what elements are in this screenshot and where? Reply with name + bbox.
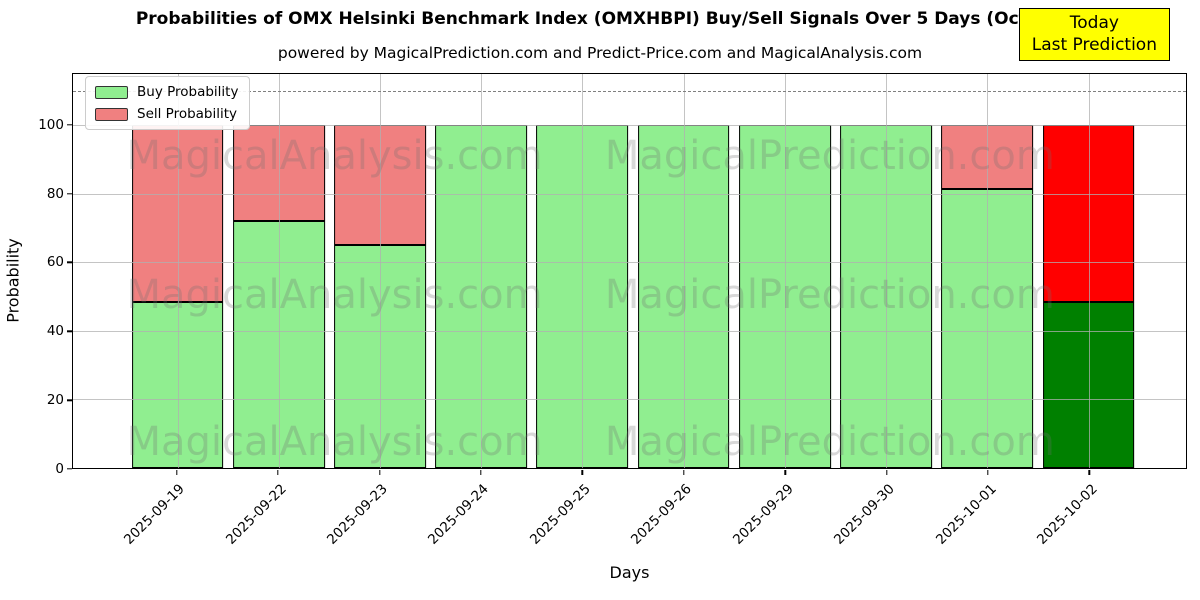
x-tick-label: 2025-09-29 bbox=[729, 481, 797, 548]
x-tick-mark bbox=[683, 470, 685, 475]
v-gridline bbox=[1088, 74, 1090, 468]
x-tick-mark bbox=[378, 470, 381, 475]
h-gridline bbox=[73, 330, 1186, 332]
x-tick-mark bbox=[1088, 470, 1091, 475]
v-gridline bbox=[683, 74, 685, 468]
legend-swatch bbox=[95, 85, 128, 99]
x-tick-mark bbox=[480, 470, 482, 475]
v-gridline bbox=[481, 74, 483, 468]
annotation-line2: Last Prediction bbox=[1031, 35, 1157, 56]
plot-area: MagicalAnalysis.com MagicalPrediction.com… bbox=[72, 73, 1187, 469]
legend: Buy Probability Sell Probability bbox=[85, 76, 251, 130]
y-tick-mark bbox=[67, 330, 72, 332]
y-tick-label: 60 bbox=[46, 254, 64, 271]
h-gridline bbox=[73, 262, 1186, 264]
x-tick-mark bbox=[784, 470, 786, 475]
legend-label: Buy Probability bbox=[137, 84, 239, 100]
x-tick-label: 2025-09-24 bbox=[425, 481, 493, 548]
y-tick-mark bbox=[67, 123, 72, 126]
threshold-dashed-line bbox=[73, 91, 1186, 93]
x-tick-label: 2025-09-23 bbox=[324, 481, 391, 548]
h-gridline bbox=[73, 193, 1186, 195]
x-tick-mark bbox=[987, 470, 989, 475]
v-gridline bbox=[177, 74, 179, 468]
x-tick-label: 2025-09-26 bbox=[628, 481, 696, 548]
legend-entry: Sell Probability bbox=[95, 106, 238, 122]
chart-subtitle: powered by MagicalPrediction.com and Pre… bbox=[277, 44, 923, 62]
today-annotation: Today Last Prediction bbox=[1018, 8, 1170, 61]
x-tick-label: 2025-09-22 bbox=[222, 481, 290, 548]
chart-title: Probabilities of OMX Helsinki Benchmark … bbox=[135, 9, 1065, 29]
y-tick-label: 40 bbox=[46, 323, 64, 340]
v-gridline bbox=[379, 74, 381, 468]
x-tick-label: 2025-09-25 bbox=[526, 481, 594, 548]
y-tick-mark bbox=[67, 399, 72, 401]
y-tick-label: 100 bbox=[38, 116, 64, 133]
annotation-line1: Today bbox=[1069, 13, 1119, 33]
v-gridline bbox=[582, 74, 584, 468]
legend-label: Sell Probability bbox=[137, 106, 238, 122]
y-tick-label: 20 bbox=[46, 392, 64, 409]
y-tick-mark bbox=[67, 261, 72, 264]
legend-swatch bbox=[95, 107, 128, 121]
h-gridline bbox=[73, 125, 1186, 127]
x-tick-mark bbox=[277, 470, 279, 475]
y-tick-label: 0 bbox=[55, 461, 64, 477]
x-tick-mark bbox=[885, 470, 888, 475]
v-gridline bbox=[886, 74, 888, 468]
x-tick-label: 2025-09-19 bbox=[121, 481, 189, 548]
x-tick-label: 2025-09-30 bbox=[831, 481, 898, 548]
y-axis-title: Probability bbox=[3, 238, 23, 323]
h-gridline bbox=[73, 399, 1186, 401]
v-gridline bbox=[278, 74, 280, 468]
x-tick-mark bbox=[175, 470, 178, 475]
x-tick-label: 2025-10-02 bbox=[1033, 481, 1101, 548]
x-axis-title: Days bbox=[609, 563, 650, 582]
y-tick-label: 80 bbox=[46, 185, 64, 202]
legend-entry: Buy Probability bbox=[95, 84, 238, 100]
y-tick-mark bbox=[67, 468, 72, 470]
x-tick-mark bbox=[581, 470, 584, 475]
y-tick-mark bbox=[67, 192, 72, 195]
v-gridline bbox=[784, 74, 786, 468]
x-tick-label: 2025-10-01 bbox=[932, 481, 1000, 548]
v-gridline bbox=[987, 74, 989, 468]
